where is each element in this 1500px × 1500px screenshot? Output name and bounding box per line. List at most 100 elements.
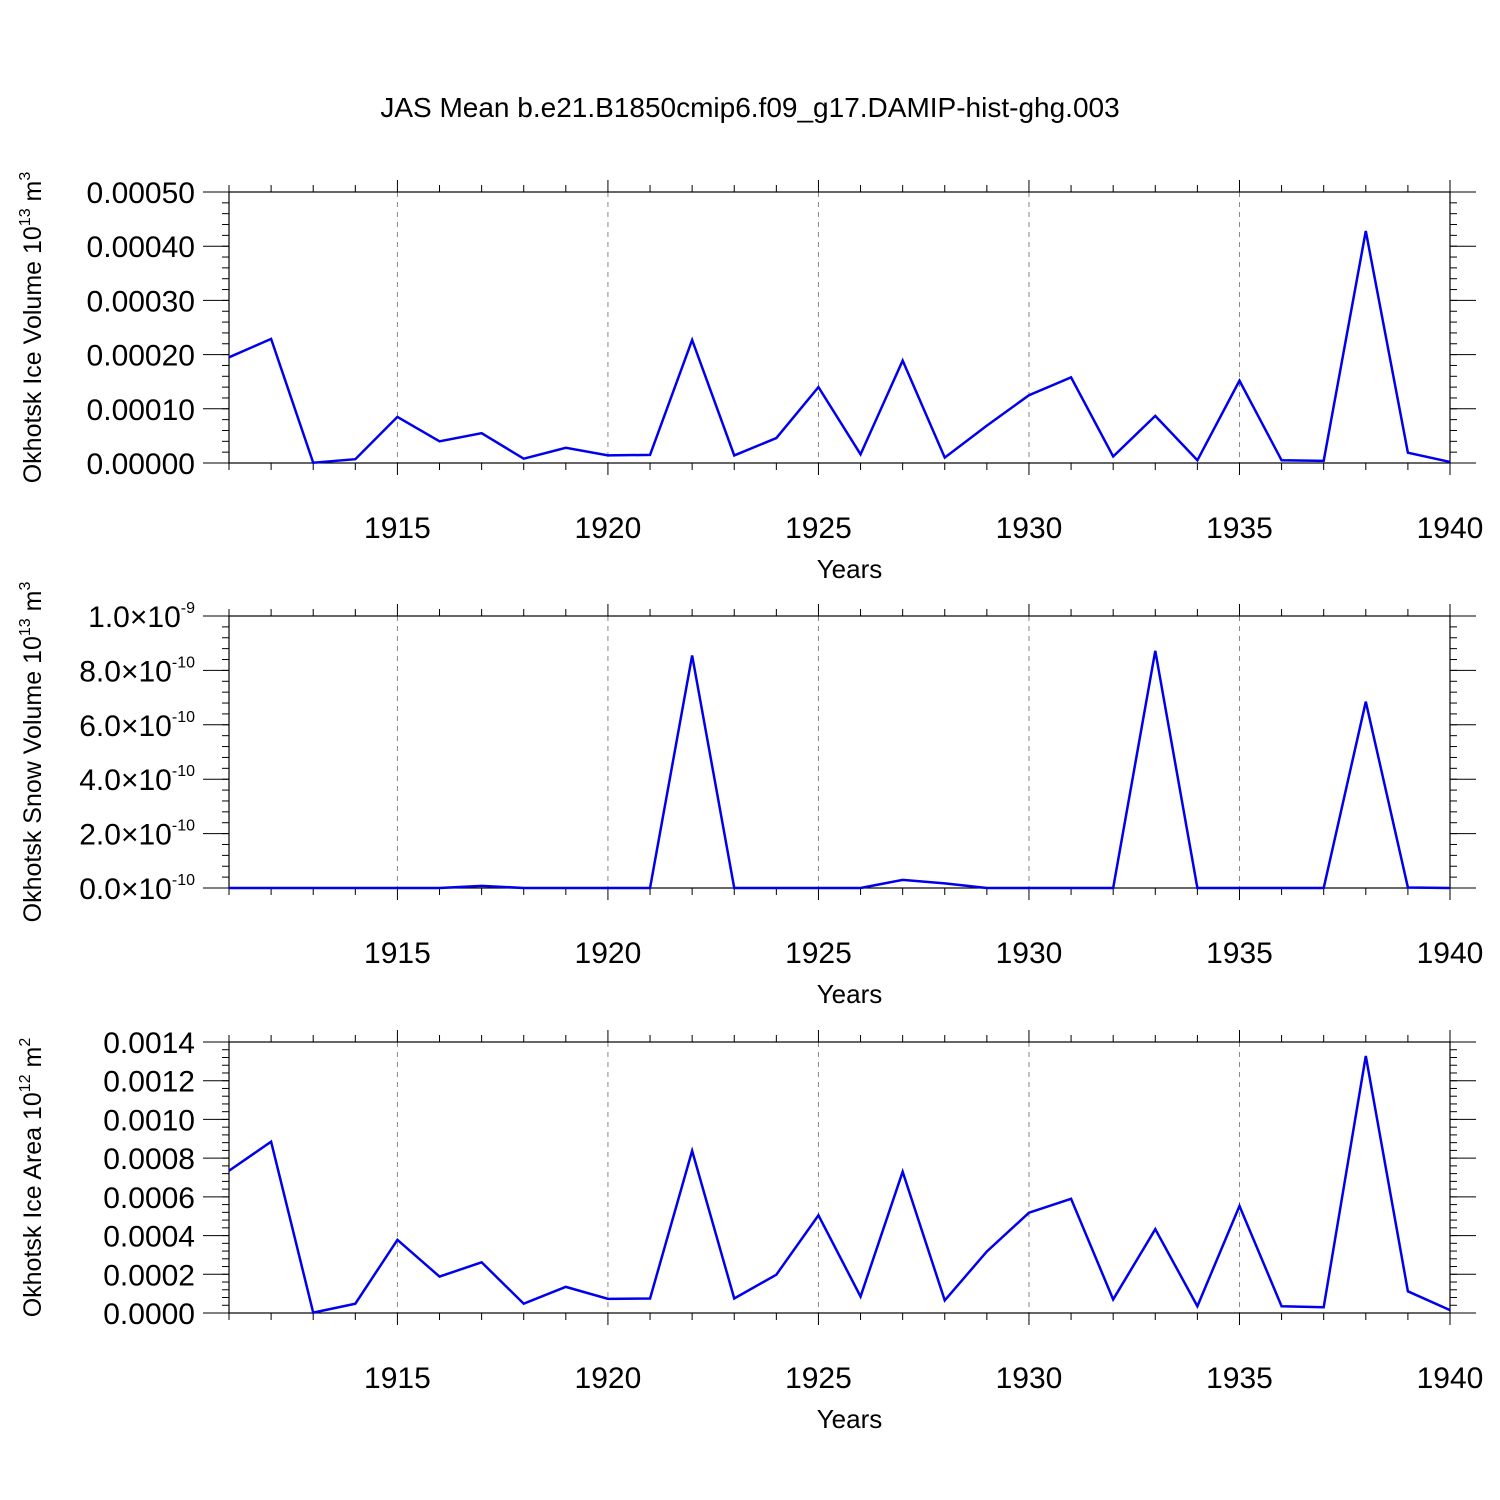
y-tick-mantissa: 6.0 [79, 710, 121, 743]
x-tick-label-1940: 1940 [1417, 512, 1484, 545]
y-axis-label-unit-exponent: 3 [17, 582, 34, 591]
y-tick-label: 0.0008 [103, 1143, 195, 1176]
y-tick-exponent: -9 [181, 600, 195, 617]
y-tick-label: 0.0002 [103, 1259, 195, 1292]
x-tick-label-1935: 1935 [1206, 937, 1273, 970]
plot-frame [228, 615, 1451, 889]
y-tick-mantissa: 8.0 [79, 655, 121, 688]
y-tick-mantissa: 0.00030 [87, 285, 195, 318]
y-tick-label: 0.0010 [103, 1104, 195, 1137]
y-tick-times: × [121, 873, 139, 906]
y-axis-label: Okhotsk Snow Volume 1013 m3 [17, 582, 47, 923]
figure-title: JAS Mean b.e21.B1850cmip6.f09_g17.DAMIP-… [380, 92, 1119, 123]
y-tick-mantissa: 0.0014 [103, 1027, 195, 1060]
y-tick-label: 0.0004 [103, 1221, 195, 1254]
x-tick-label-1915: 1915 [364, 937, 431, 970]
plot-frame [228, 1041, 1451, 1314]
chart-panel-snow-volume: 1915 1920 1925 1930 1935 19400.0×10-102.0×10-… [17, 582, 1483, 1009]
y-tick-base: 10 [139, 819, 172, 852]
y-tick-base: 10 [139, 764, 172, 797]
plot-frame [228, 191, 1451, 464]
y-tick-exponent: -10 [172, 763, 195, 780]
y-tick-mantissa: 0.0004 [103, 1221, 195, 1254]
y-tick-exponent: -10 [172, 709, 195, 726]
x-tick-label-1920: 1920 [575, 1362, 642, 1395]
y-tick-exponent: -10 [172, 872, 195, 889]
y-axis-label-unit-exponent: 2 [17, 1038, 34, 1047]
y-tick-mantissa: 0.00020 [87, 340, 195, 373]
y-tick-label: 0.00030 [87, 285, 195, 318]
chart-panel-ice-volume: 1915 1920 1925 1930 1935 1940 0.00000 0.00010 0.… [17, 172, 1483, 584]
y-axis-label-unit-exponent: 3 [17, 172, 34, 181]
y-tick-mantissa: 0.00010 [87, 394, 195, 427]
y-tick-label: 0.0000 [103, 1298, 195, 1331]
y-tick-base: 10 [139, 655, 172, 688]
y-tick-mantissa: 1.0 [88, 601, 130, 634]
series-line-ice-area [228, 1055, 1451, 1315]
y-tick-label: 2.0×10-10 [79, 818, 195, 852]
y-tick-label: 0.0014 [103, 1027, 195, 1060]
x-tick-label-1920: 1920 [575, 937, 642, 970]
y-tick-mantissa: 4.0 [79, 764, 121, 797]
panels-group: 1915 1920 1925 1930 1935 1940 0.00000 0.00010 0.… [17, 172, 1483, 1434]
y-tick-mantissa: 0.00050 [87, 177, 195, 210]
y-tick-label: 0.00010 [87, 394, 195, 427]
y-tick-label: 0.00040 [87, 231, 195, 264]
y-tick-mantissa: 0.0010 [103, 1104, 195, 1137]
y-axis-label: Okhotsk Ice Volume 1013 m3 [17, 172, 47, 484]
x-tick-label-1930: 1930 [996, 1362, 1063, 1395]
y-axis-label-unit: m [19, 181, 47, 209]
y-axis-label-main: Okhotsk Snow Volume 10 [19, 636, 47, 922]
y-tick-mantissa: 0.0008 [103, 1143, 195, 1176]
x-tick-label-1925: 1925 [785, 512, 852, 545]
y-tick-base: 10 [147, 601, 180, 634]
y-tick-label: 8.0×10-10 [79, 654, 195, 688]
y-tick-mantissa: 0.0006 [103, 1182, 195, 1215]
y-tick-exponent: -10 [172, 818, 195, 835]
x-tick-label-1935: 1935 [1206, 1362, 1273, 1395]
chart-panel-ice-area: 1915 1920 1925 1930 1935 1940 0.0000 0.0002 0.00… [17, 1027, 1483, 1434]
x-axis-label: Years [817, 979, 883, 1009]
y-tick-exponent: -10 [172, 654, 195, 671]
y-tick-label: 1.0×10-9 [88, 600, 195, 634]
y-axis-label: Okhotsk Ice Area 1012 m2 [17, 1038, 47, 1318]
y-tick-label: 0.00000 [87, 448, 195, 481]
x-axis-label: Years [817, 554, 883, 584]
x-tick-label-1940: 1940 [1417, 1362, 1484, 1395]
y-tick-times: × [121, 764, 139, 797]
x-tick-label-1920: 1920 [575, 512, 642, 545]
y-axis-label-unit: m [19, 591, 47, 619]
y-axis-label-unit: m [19, 1047, 47, 1075]
x-tick-label-1930: 1930 [996, 937, 1063, 970]
x-axis-label: Years [817, 1404, 883, 1434]
y-tick-base: 10 [139, 710, 172, 743]
y-tick-mantissa: 0.0000 [103, 1298, 195, 1331]
y-tick-label: 0.00050 [87, 177, 195, 210]
y-tick-mantissa: 0.0002 [103, 1259, 195, 1292]
y-tick-mantissa: 0.00000 [87, 448, 195, 481]
y-tick-mantissa: 2.0 [79, 819, 121, 852]
x-tick-label-1930: 1930 [996, 512, 1063, 545]
x-tick-label-1915: 1915 [364, 1362, 431, 1395]
y-tick-label: 0.0×10-10 [79, 872, 195, 906]
y-tick-label: 0.0012 [103, 1066, 195, 1099]
series-line-snow-volume [229, 650, 1451, 890]
x-tick-label-1935: 1935 [1206, 512, 1273, 545]
y-tick-times: × [121, 819, 139, 852]
x-tick-label-1925: 1925 [785, 937, 852, 970]
y-tick-times: × [121, 710, 139, 743]
y-axis-label-main: Okhotsk Ice Area 10 [19, 1092, 47, 1317]
y-tick-label: 0.00020 [87, 340, 195, 373]
y-axis-label-exponent: 12 [17, 1074, 34, 1092]
y-axis-label-exponent: 13 [17, 208, 34, 226]
y-tick-times: × [130, 601, 148, 634]
y-tick-label: 6.0×10-10 [79, 709, 195, 743]
series-line-ice-volume [228, 230, 1451, 465]
y-tick-label: 0.0006 [103, 1182, 195, 1215]
y-tick-mantissa: 0.00040 [87, 231, 195, 264]
y-tick-mantissa: 0.0 [79, 873, 121, 906]
y-tick-base: 10 [139, 873, 172, 906]
x-tick-label-1940: 1940 [1417, 937, 1484, 970]
y-axis-label-exponent: 13 [17, 618, 34, 636]
